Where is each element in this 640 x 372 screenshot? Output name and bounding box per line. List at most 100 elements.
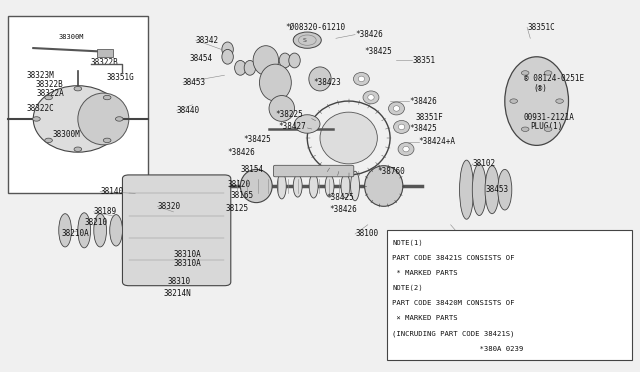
Text: 38120: 38120 bbox=[228, 180, 251, 189]
Text: 38351G: 38351G bbox=[106, 73, 134, 81]
Text: 38322A: 38322A bbox=[36, 89, 64, 98]
Ellipse shape bbox=[485, 166, 499, 214]
Bar bbox=[97, 49, 113, 57]
Ellipse shape bbox=[363, 91, 379, 104]
Ellipse shape bbox=[341, 174, 350, 198]
Text: 38322B: 38322B bbox=[35, 80, 63, 89]
Ellipse shape bbox=[279, 53, 291, 68]
Text: 38189: 38189 bbox=[94, 207, 117, 217]
Circle shape bbox=[510, 99, 518, 103]
Text: *38426: *38426 bbox=[330, 205, 357, 215]
Ellipse shape bbox=[368, 94, 374, 100]
Text: *38426: *38426 bbox=[228, 148, 255, 157]
Ellipse shape bbox=[309, 174, 318, 198]
Ellipse shape bbox=[253, 46, 278, 75]
Ellipse shape bbox=[289, 53, 300, 68]
Circle shape bbox=[45, 138, 52, 142]
Text: 38322C: 38322C bbox=[27, 104, 54, 113]
Text: 38351C: 38351C bbox=[527, 23, 555, 32]
Text: 38125: 38125 bbox=[226, 203, 249, 213]
Ellipse shape bbox=[78, 213, 91, 248]
Text: 38102: 38102 bbox=[473, 159, 496, 169]
Text: 00931-2121A: 00931-2121A bbox=[524, 113, 575, 122]
Circle shape bbox=[103, 95, 111, 100]
Ellipse shape bbox=[394, 106, 399, 111]
Text: *Ø08320-61210: *Ø08320-61210 bbox=[285, 23, 345, 32]
Ellipse shape bbox=[222, 49, 234, 64]
Text: 38453: 38453 bbox=[486, 185, 509, 194]
FancyBboxPatch shape bbox=[122, 175, 231, 286]
Ellipse shape bbox=[293, 175, 302, 197]
Text: 38210: 38210 bbox=[84, 218, 108, 227]
Text: *380A 0239: *380A 0239 bbox=[392, 346, 524, 352]
Ellipse shape bbox=[235, 61, 246, 75]
Bar bbox=[387, 230, 632, 359]
Ellipse shape bbox=[244, 61, 255, 75]
Ellipse shape bbox=[59, 214, 72, 247]
Text: 38154: 38154 bbox=[241, 165, 264, 174]
Circle shape bbox=[103, 138, 111, 142]
Ellipse shape bbox=[365, 166, 403, 206]
Circle shape bbox=[74, 147, 82, 151]
Ellipse shape bbox=[498, 169, 512, 210]
Text: *38760: *38760 bbox=[378, 167, 405, 176]
Circle shape bbox=[556, 99, 563, 103]
Text: NOTE⟨2⟩: NOTE⟨2⟩ bbox=[392, 285, 422, 291]
Circle shape bbox=[544, 127, 552, 131]
Ellipse shape bbox=[94, 214, 106, 247]
Text: 38453: 38453 bbox=[183, 78, 206, 87]
Text: ® 08124-0251E: ® 08124-0251E bbox=[524, 74, 584, 83]
Text: 38440: 38440 bbox=[177, 106, 200, 115]
Circle shape bbox=[115, 117, 123, 121]
Circle shape bbox=[522, 127, 529, 131]
Ellipse shape bbox=[78, 93, 129, 145]
Text: 38440: 38440 bbox=[460, 231, 483, 240]
Text: 38165: 38165 bbox=[231, 191, 254, 200]
Ellipse shape bbox=[241, 169, 272, 203]
Text: *38424+A: *38424+A bbox=[419, 137, 456, 146]
Text: 38351: 38351 bbox=[412, 56, 436, 65]
Ellipse shape bbox=[259, 64, 291, 101]
Text: S: S bbox=[303, 38, 307, 43]
Text: *38425: *38425 bbox=[365, 47, 392, 56]
Text: (2): (2) bbox=[291, 36, 305, 45]
Circle shape bbox=[74, 86, 82, 91]
Text: *38426: *38426 bbox=[409, 97, 437, 106]
Text: 38310A: 38310A bbox=[173, 250, 201, 259]
Circle shape bbox=[522, 71, 529, 75]
Text: *38225: *38225 bbox=[275, 109, 303, 119]
Text: 38342: 38342 bbox=[486, 231, 509, 240]
Ellipse shape bbox=[398, 142, 414, 155]
Text: 38100: 38100 bbox=[355, 230, 378, 238]
Text: 38310: 38310 bbox=[167, 278, 190, 286]
Ellipse shape bbox=[398, 124, 404, 130]
Ellipse shape bbox=[353, 73, 369, 86]
Ellipse shape bbox=[351, 171, 360, 201]
Text: PLUG(1): PLUG(1) bbox=[531, 122, 563, 131]
Ellipse shape bbox=[460, 160, 474, 219]
Text: 38300M: 38300M bbox=[52, 130, 80, 139]
Ellipse shape bbox=[505, 57, 568, 145]
Circle shape bbox=[33, 117, 40, 121]
Text: (INCRUDING PART CODE 38421S): (INCRUDING PART CODE 38421S) bbox=[392, 331, 515, 337]
Ellipse shape bbox=[472, 164, 486, 215]
Text: PART CODE 38421S CONSISTS OF: PART CODE 38421S CONSISTS OF bbox=[392, 254, 515, 261]
Text: × MARKED PARTS: × MARKED PARTS bbox=[392, 315, 458, 321]
Text: NOTE⟨1⟩: NOTE⟨1⟩ bbox=[392, 240, 422, 246]
Ellipse shape bbox=[325, 175, 334, 197]
Ellipse shape bbox=[277, 173, 286, 199]
Text: 38323M: 38323M bbox=[27, 71, 54, 80]
FancyBboxPatch shape bbox=[273, 165, 354, 177]
Text: *38425: *38425 bbox=[244, 135, 271, 144]
Circle shape bbox=[293, 32, 321, 48]
Text: 38310A: 38310A bbox=[173, 259, 201, 268]
Text: 38210A: 38210A bbox=[62, 230, 90, 238]
Ellipse shape bbox=[320, 112, 378, 164]
Text: *38426: *38426 bbox=[355, 30, 383, 39]
Ellipse shape bbox=[33, 86, 122, 152]
Text: (®): (®) bbox=[534, 84, 547, 93]
Bar bbox=[8, 16, 148, 193]
Text: * MARKED PARTS: * MARKED PARTS bbox=[392, 270, 458, 276]
Text: *38425: *38425 bbox=[409, 124, 437, 133]
Text: 38320: 38320 bbox=[157, 202, 180, 211]
